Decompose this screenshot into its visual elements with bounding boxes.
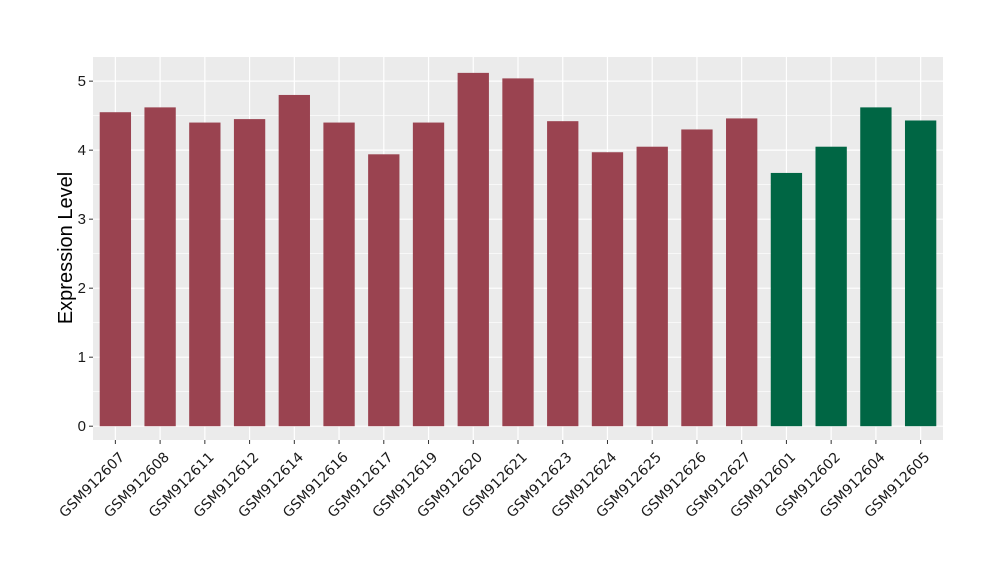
y-axis-title: Expression Level: [55, 172, 77, 324]
bar-GSM912626: [681, 129, 713, 427]
bar-GSM912601: [770, 172, 803, 427]
y-axis: 0 1 2 3 4 5: [78, 73, 93, 435]
bar-GSM912619: [412, 122, 445, 427]
bar-GSM912624: [591, 152, 624, 427]
bar-GSM912611: [189, 122, 221, 427]
y-tick-label: 1: [78, 349, 86, 366]
bar-GSM912625: [636, 146, 668, 427]
bar-GSM912623: [547, 121, 579, 427]
bar-GSM912607: [99, 112, 132, 427]
bar-GSM912612: [233, 119, 266, 427]
bar-GSM912604: [860, 107, 892, 427]
bar-GSM912627: [726, 118, 758, 427]
bar-GSM912621: [502, 78, 534, 427]
bar-GSM912614: [278, 94, 310, 427]
bar-GSM912602: [815, 146, 847, 427]
y-tick-label: 4: [78, 142, 86, 159]
y-tick-label: 3: [78, 211, 86, 228]
bar-GSM912608: [144, 107, 176, 427]
bars: [99, 72, 937, 427]
bar-GSM912617: [368, 154, 400, 427]
bar-GSM912620: [457, 72, 489, 427]
bar-GSM912605: [904, 120, 937, 427]
y-tick-label: 5: [78, 73, 86, 90]
bar-GSM912616: [323, 122, 355, 427]
y-tick-label: 0: [78, 418, 86, 435]
y-tick-label: 2: [78, 280, 86, 297]
